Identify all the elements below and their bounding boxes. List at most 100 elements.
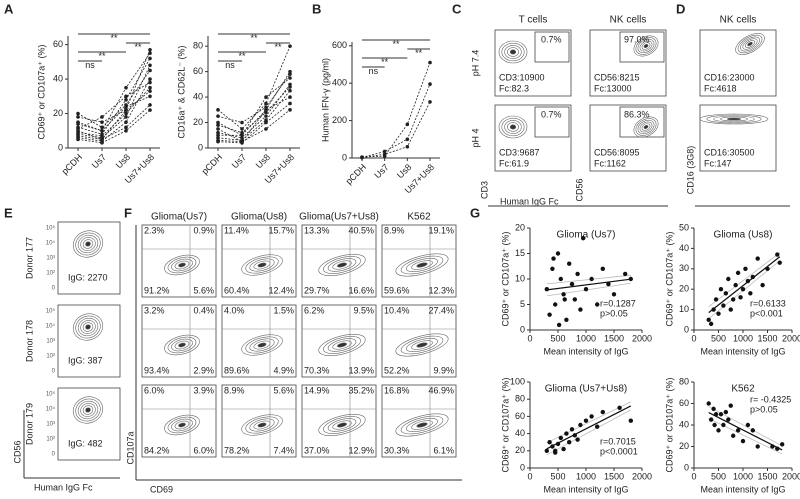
contour [699, 113, 769, 125]
contour [245, 256, 279, 274]
data-point [148, 56, 152, 61]
contour [639, 40, 653, 52]
stat-label: p>0.05 [600, 308, 628, 318]
y-tick-label: 20 [679, 284, 689, 294]
log-tick-label: 10⁵ [46, 308, 56, 315]
data-point [708, 321, 714, 327]
quadrant-percent: 2.9% [193, 365, 214, 375]
data-point [240, 120, 244, 125]
data-point [288, 95, 292, 99]
data-point [562, 297, 567, 302]
y-tick-label: 50 [679, 222, 689, 232]
column-title: Glioma(Us8) [231, 212, 287, 223]
donor-label: Donor 178 [24, 320, 34, 362]
contour [740, 36, 760, 52]
row-label: pH 4 [470, 128, 480, 147]
data-point [553, 450, 558, 455]
quadrant-percent: 0.9% [193, 225, 214, 235]
stat-label: r=0.6133 [750, 298, 786, 308]
x-tick-label: 500 [711, 333, 726, 343]
y-tick-label: 400 [332, 78, 347, 88]
quadrant-percent: 5.6% [273, 385, 294, 395]
fit-line [708, 412, 783, 451]
x-tick-label: 1000 [733, 333, 753, 343]
contour [82, 239, 94, 249]
gate [534, 31, 570, 63]
donor-label: Donor 179 [24, 403, 34, 445]
x-tick-label: 1500 [604, 333, 624, 343]
series-line [217, 109, 291, 143]
quadrant-percent: 27.4% [428, 305, 454, 315]
column-title: Glioma(Us7) [151, 212, 207, 223]
data-point [581, 236, 586, 241]
data-point [124, 115, 128, 119]
panel-letter: C [452, 1, 462, 16]
x-tick-label: 500 [550, 471, 565, 481]
series-line [77, 95, 151, 132]
data-point [718, 287, 724, 292]
contour [737, 34, 763, 54]
x-tick-label: 500 [711, 471, 726, 481]
data-point [575, 271, 580, 277]
log-tick-label: 10² [46, 271, 55, 277]
data-point [628, 276, 633, 282]
contour [637, 38, 655, 54]
y-tick-label: 20 [193, 117, 203, 127]
contour [164, 414, 200, 436]
y-axis-label: CD69⁺ or CD107a⁺ (%) [664, 377, 674, 472]
series-line [77, 70, 151, 128]
x-tick-label: Us7 [372, 162, 390, 180]
y-tick-label: 0 [342, 152, 347, 162]
contour [174, 340, 190, 350]
contour [507, 47, 519, 57]
quadrant-percent: 6.2% [304, 305, 325, 315]
data-point [551, 256, 556, 261]
quadrant-percent: 4.9% [273, 365, 294, 375]
x-tick-label: Us8 [254, 152, 272, 170]
stat-label: p>0.05 [750, 404, 778, 414]
data-point [288, 108, 292, 112]
x-axis-label: Mean intensity of IgG [700, 484, 785, 494]
data-point [572, 433, 577, 438]
quadrant-percent: 91.2% [144, 285, 170, 295]
plot-frame [494, 29, 572, 97]
data-point [775, 252, 780, 257]
data-point [405, 144, 410, 149]
y-tick-label: 20 [515, 222, 525, 232]
contour [171, 338, 193, 352]
x-tick-label: 2000 [632, 333, 652, 343]
significance-label: ** [110, 33, 118, 43]
log-tick-label: 10³ [46, 256, 55, 262]
data-point [706, 317, 711, 322]
significance-label: ** [415, 48, 423, 58]
contour [400, 335, 444, 355]
x-tick-label: Us8 [395, 162, 413, 180]
stat-label: r= -0.4325 [750, 394, 791, 404]
data-point [100, 134, 104, 138]
series-line [77, 109, 151, 144]
contour [174, 260, 190, 270]
column-title: NK cells [720, 15, 757, 26]
data-point [556, 322, 562, 328]
data-point [623, 271, 628, 277]
y-tick-label: 80 [515, 394, 525, 404]
log-tick-label: 10⁵ [46, 391, 56, 398]
y-axis-label: CD56 [574, 178, 584, 201]
mfi-label: CD3:10900 [499, 72, 545, 82]
data-point [765, 266, 770, 271]
plot-frame [57, 304, 121, 378]
x-tick-label: Us8 [114, 152, 132, 170]
quadrant-percent: 59.6% [384, 285, 410, 295]
quadrant-percent: 6.0% [193, 445, 214, 455]
fit-line [546, 278, 631, 291]
column-title: Glioma(Us7+Us8) [299, 212, 379, 223]
data-point [611, 292, 617, 297]
log-tick-label: 0 [52, 452, 56, 458]
contour [167, 336, 197, 354]
contour [720, 116, 748, 122]
data-point [264, 127, 268, 131]
data-point [360, 155, 364, 160]
contour [400, 415, 444, 435]
data-point [124, 108, 128, 112]
x-tick-label: 1500 [604, 471, 624, 481]
